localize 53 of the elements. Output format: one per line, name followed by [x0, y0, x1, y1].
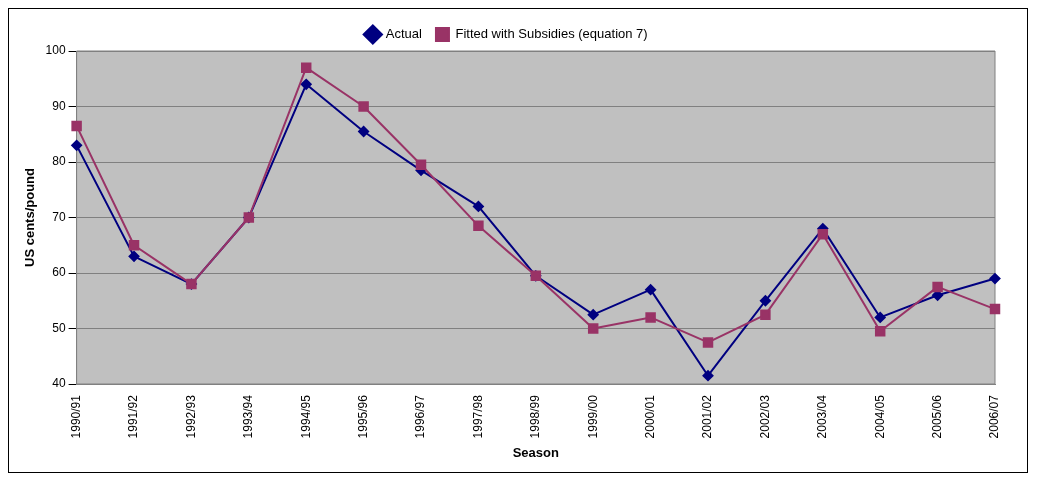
x-tick-label: 1993/94: [241, 394, 256, 439]
point: [300, 62, 312, 73]
point: [300, 78, 312, 90]
y-tick-label: 90: [52, 98, 66, 113]
point: [932, 281, 943, 293]
y-tick-label: 100: [45, 43, 66, 58]
y-tick-label: 80: [52, 154, 66, 169]
point: [587, 323, 599, 334]
point: [71, 139, 83, 151]
x-tick-label: 1992/93: [183, 394, 198, 439]
point: [587, 309, 599, 321]
point: [759, 295, 771, 307]
x-tick-label: 1991/92: [126, 394, 141, 439]
x-tick-label: 1995/96: [355, 394, 370, 439]
point: [645, 312, 656, 323]
point: [358, 101, 369, 112]
point: [874, 311, 886, 323]
x-tick-label: 1994/95: [298, 394, 313, 439]
y-tick-label: 60: [52, 265, 66, 280]
x-tick-label: 1999/00: [585, 394, 600, 439]
x-tick-label: 2002/03: [757, 394, 772, 439]
x-tick-label: 2006/07: [987, 394, 1002, 439]
x-tick-label: 1996/97: [413, 394, 428, 439]
point: [128, 250, 140, 262]
point: [128, 240, 140, 251]
x-tick-label: 2003/04: [815, 394, 830, 439]
point: [473, 220, 484, 232]
x-tick-label: 1997/98: [470, 394, 485, 439]
point: [71, 120, 82, 132]
y-tick-label: 40: [52, 376, 66, 391]
legend-label: Actual: [385, 26, 423, 42]
x-tick-label: 1990/91: [68, 394, 83, 439]
point: [645, 284, 657, 296]
point: [702, 337, 714, 348]
x-tick-label: 1998/99: [528, 394, 543, 439]
legend-label: Fitted with Subsidies (equation 7): [455, 26, 648, 42]
x-tick-label: 2005/06: [929, 394, 944, 439]
y-axis-title: US cents/pound: [22, 167, 38, 267]
point: [472, 200, 484, 212]
x-tick-label: 2004/05: [872, 394, 887, 439]
point: [817, 228, 829, 240]
point: [358, 125, 370, 137]
point: [415, 159, 427, 171]
point: [874, 326, 886, 337]
y-tick-label: 50: [52, 320, 66, 335]
x-tick-label: 2001/02: [700, 394, 715, 439]
point: [760, 309, 771, 320]
point: [989, 303, 1001, 315]
point: [702, 370, 714, 382]
point: [989, 273, 1001, 285]
x-tick-label: 2000/01: [642, 394, 657, 439]
y-tick-label: 70: [52, 209, 66, 224]
x-axis-title: Season: [512, 444, 559, 460]
